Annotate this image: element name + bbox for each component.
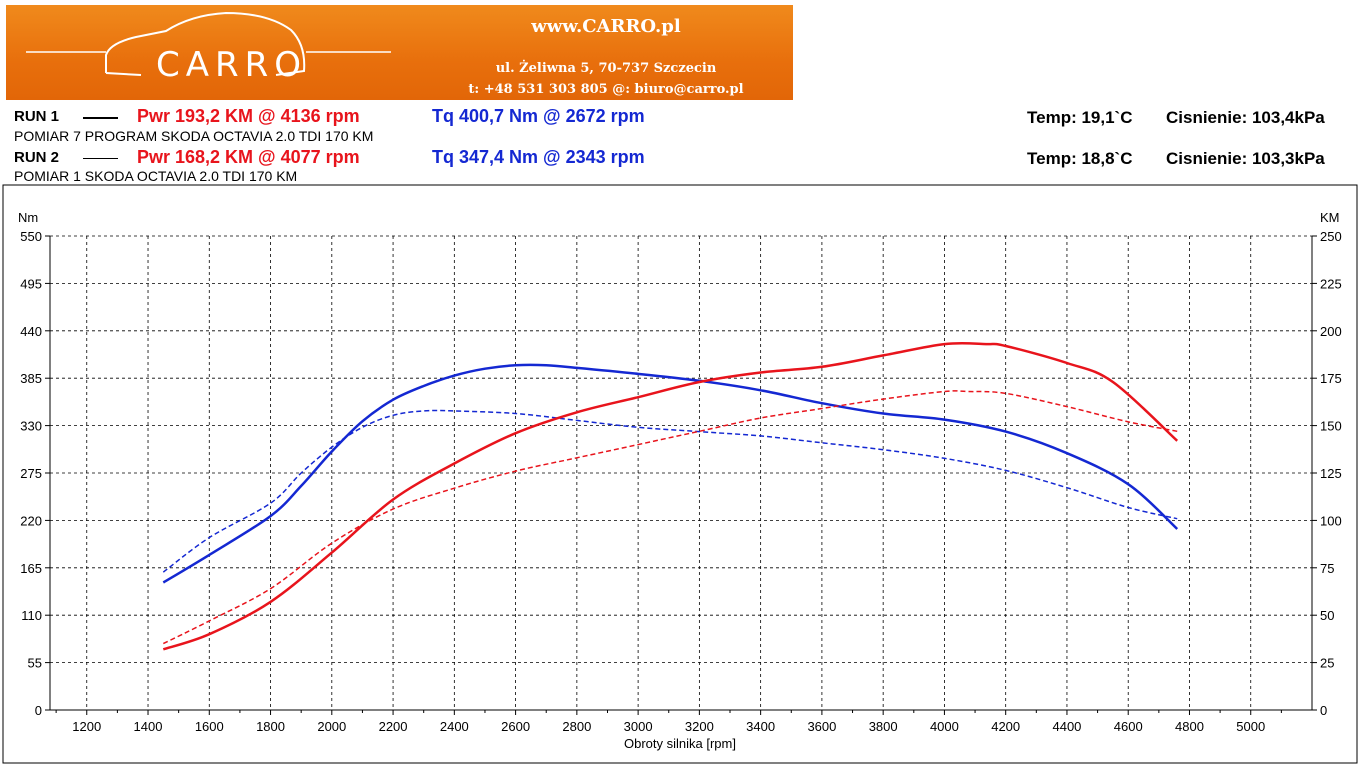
run2-power: Pwr 168,2 KM @ 4077 rpm xyxy=(137,147,360,167)
x-tick-label: 3200 xyxy=(685,719,714,734)
car-logo-icon xyxy=(26,11,391,76)
x-tick-label: 2400 xyxy=(440,719,469,734)
x-tick-label: 4800 xyxy=(1175,719,1204,734)
x-tick-label: 1600 xyxy=(195,719,224,734)
y-left-tick-label: 220 xyxy=(20,513,42,528)
address-text: ul. Żeliwna 5, 70-737 Szczecin xyxy=(495,61,717,76)
x-tick-label: 4200 xyxy=(991,719,1020,734)
x-tick-label: 3000 xyxy=(624,719,653,734)
power-run2-line xyxy=(162,390,1178,645)
x-tick-label: 4000 xyxy=(930,719,959,734)
x-tick-label: 1400 xyxy=(134,719,163,734)
x-tick-label: 4400 xyxy=(1052,719,1081,734)
y-right-tick-label: 225 xyxy=(1320,276,1342,291)
run1-legend-line xyxy=(83,117,118,119)
x-tick-label: 1800 xyxy=(256,719,285,734)
run2-legend-line xyxy=(83,158,118,159)
y-left-tick-label: 0 xyxy=(35,703,42,718)
y-left-tick-label: 275 xyxy=(20,466,42,481)
run1-torque: Tq 400,7 Nm @ 2672 rpm xyxy=(432,106,645,126)
x-tick-label: 2600 xyxy=(501,719,530,734)
x-tick-label: 2000 xyxy=(317,719,346,734)
y-right-tick-label: 75 xyxy=(1320,561,1334,576)
run2-description: POMIAR 1 SKODA OCTAVIA 2.0 TDI 170 KM xyxy=(14,168,298,184)
y-left-tick-label: 330 xyxy=(20,419,42,434)
x-tick-label: 2800 xyxy=(562,719,591,734)
y-right-tick-label: 100 xyxy=(1320,513,1342,528)
x-tick-label: 3800 xyxy=(869,719,898,734)
contact-text: t: +48 531 303 805 @: biuro@carro.pl xyxy=(468,82,744,97)
x-tick-label: 4600 xyxy=(1114,719,1143,734)
run1-description: POMIAR 7 PROGRAM SKODA OCTAVIA 2.0 TDI 1… xyxy=(14,128,374,144)
y-axis-right-label: KM xyxy=(1320,210,1340,225)
run1-label: RUN 1 xyxy=(14,108,60,125)
run2-label: RUN 2 xyxy=(14,149,60,166)
x-tick-label: 2200 xyxy=(379,719,408,734)
x-axis-label: Obroty silnika [rpm] xyxy=(624,736,736,751)
x-tick-label: 3400 xyxy=(746,719,775,734)
y-right-tick-label: 50 xyxy=(1320,608,1334,623)
grid xyxy=(50,235,1312,710)
y-right-tick-label: 125 xyxy=(1320,466,1342,481)
y-left-tick-label: 495 xyxy=(20,276,42,291)
y-axis-left-label: Nm xyxy=(18,210,38,225)
logo-text: CARRO xyxy=(156,45,308,85)
run1-temp: Temp: 19,1`C xyxy=(1027,108,1133,127)
carro-banner: CARRO www.CARRO.pl ul. Żeliwna 5, 70-737… xyxy=(6,5,793,100)
x-tick-label: 3600 xyxy=(807,719,836,734)
y-left-tick-label: 110 xyxy=(21,608,42,623)
y-left-tick-label: 385 xyxy=(20,371,42,386)
y-left-tick-label: 440 xyxy=(20,324,42,339)
x-tick-label: 5000 xyxy=(1236,719,1265,734)
run1-power: Pwr 193,2 KM @ 4136 rpm xyxy=(137,106,360,126)
run1-pressure: Cisnienie: 103,4kPa xyxy=(1166,108,1325,127)
power-run1-line xyxy=(162,341,1179,651)
y-left-tick-label: 165 xyxy=(20,561,42,576)
y-right-tick-label: 175 xyxy=(1320,371,1342,386)
x-tick-label: 1200 xyxy=(72,719,101,734)
torque-run2-line xyxy=(162,409,1178,573)
y-right-tick-label: 200 xyxy=(1320,324,1342,339)
torque-run1-line xyxy=(162,363,1179,584)
y-right-tick-label: 0 xyxy=(1320,703,1327,718)
run2-temp: Temp: 18,8`C xyxy=(1027,149,1133,168)
series-group xyxy=(162,341,1179,651)
y-right-tick-label: 250 xyxy=(1320,229,1342,244)
run2-torque: Tq 347,4 Nm @ 2343 rpm xyxy=(432,147,645,167)
y-left-tick-label: 55 xyxy=(28,656,42,671)
run2-pressure: Cisnienie: 103,3kPa xyxy=(1166,149,1325,168)
y-left-tick-label: 550 xyxy=(20,229,42,244)
y-right-tick-label: 25 xyxy=(1320,656,1334,671)
website-link[interactable]: www.CARRO.pl xyxy=(531,16,681,37)
dyno-chart: 0 55 110 165 220 275 330 385 440 495 550 0 25 50 75 100… xyxy=(2,184,1358,764)
axes: 0 55 110 165 220 275 330 385 440 495 550 0 25 50 75 100… xyxy=(20,229,1341,734)
y-right-tick-label: 150 xyxy=(1320,419,1342,434)
